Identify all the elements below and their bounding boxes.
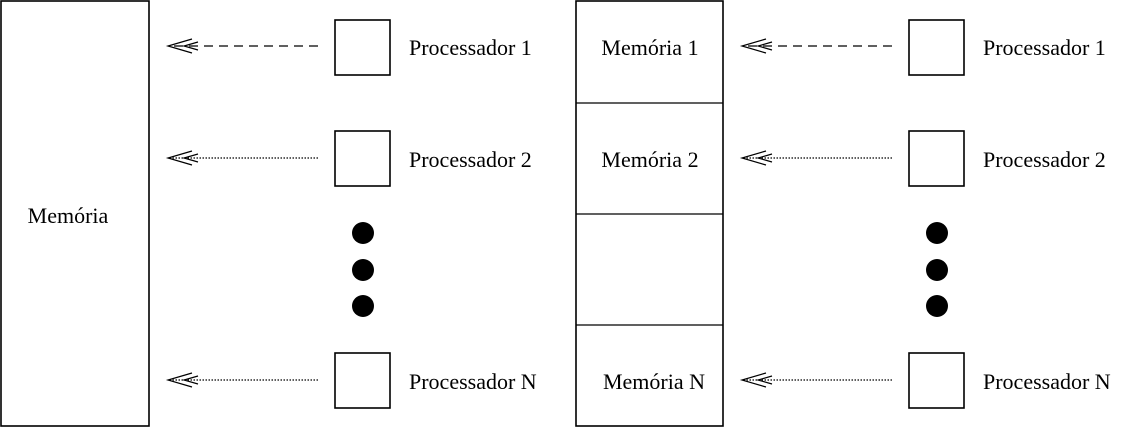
left-processor-2-box: [335, 131, 390, 186]
right-processor-n-label: Processador N: [983, 369, 1111, 394]
right-processor-2-label: Processador 2: [983, 147, 1106, 172]
left-arrow-2: [168, 151, 318, 165]
right-processor-1-label: Processador 1: [983, 35, 1106, 60]
left-processor-n-label: Processador N: [409, 369, 537, 394]
left-ellipsis-dot: [352, 295, 374, 317]
left-arrow-1: [168, 39, 318, 53]
left-processor-1-label: Processador 1: [409, 35, 532, 60]
right-ellipsis-dot: [926, 222, 948, 244]
memory-n-label: Memória N: [603, 369, 705, 394]
left-arrow-n: [168, 373, 318, 387]
left-ellipsis-dot: [352, 222, 374, 244]
right-processor-1-box: [909, 20, 964, 75]
right-arrow-n: [742, 373, 892, 387]
right-ellipsis-dot: [926, 259, 948, 281]
shared-memory-label: Memória: [28, 203, 109, 228]
right-processor-n-box: [909, 353, 964, 408]
right-arrow-1: [742, 39, 892, 53]
memory-2-label: Memória 2: [601, 147, 698, 172]
right-ellipsis-dot: [926, 295, 948, 317]
left-processor-n-box: [335, 353, 390, 408]
right-arrow-2: [742, 151, 892, 165]
right-processor-2-box: [909, 131, 964, 186]
left-ellipsis-dot: [352, 259, 374, 281]
left-processor-2-label: Processador 2: [409, 147, 532, 172]
memory-1-label: Memória 1: [601, 35, 698, 60]
left-processor-1-box: [335, 20, 390, 75]
